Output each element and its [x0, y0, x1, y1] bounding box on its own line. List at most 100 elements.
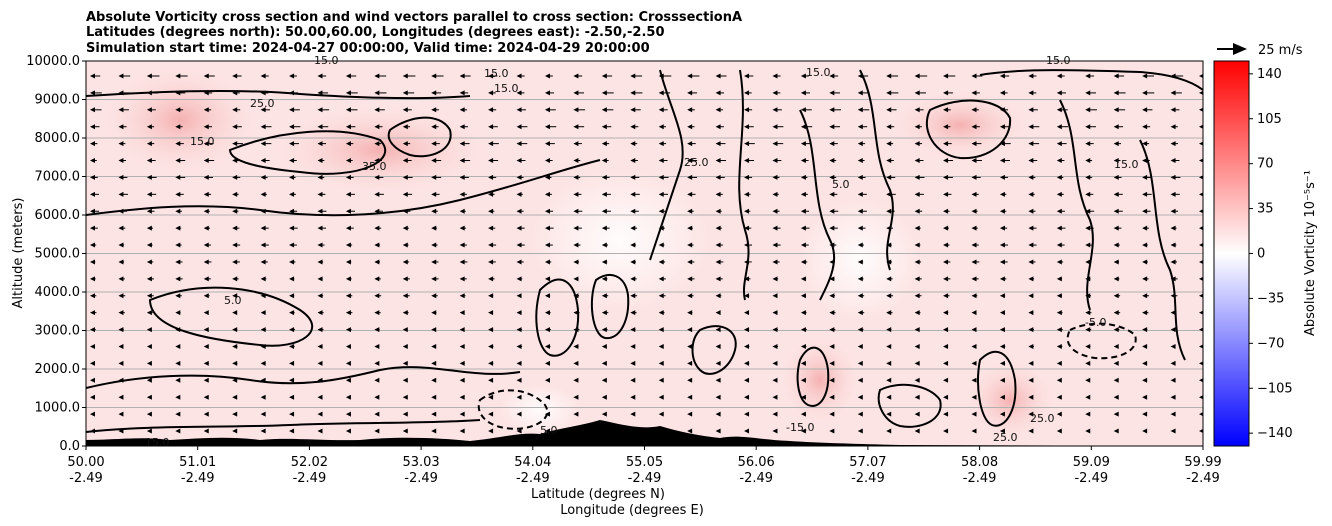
wind-vector-head [488, 411, 494, 417]
wind-vector-head [488, 394, 494, 400]
contour-line [1139, 139, 1186, 361]
wind-vector-head [1085, 411, 1091, 417]
wind-vector-head [289, 276, 295, 282]
contour-line [86, 366, 521, 389]
wind-vector-head [772, 73, 778, 79]
wind-vector-head [317, 411, 323, 417]
wind-vector-head [90, 158, 95, 164]
wind-vector-head [658, 191, 664, 197]
wind-vector-head [971, 208, 977, 214]
wind-vector-head [431, 225, 437, 231]
wind-vector-head [516, 343, 522, 349]
wind-vector-head [999, 343, 1005, 349]
wind-vector-head [914, 343, 920, 349]
wind-vector-head [1085, 107, 1091, 113]
wind-vector-head [1113, 208, 1119, 214]
wind-vector-head [715, 90, 721, 96]
wind-vector-head [232, 174, 238, 180]
wind-vector-head [744, 174, 750, 180]
wind-vector-head [573, 225, 579, 231]
wind-vector-head [687, 174, 693, 180]
wind-vector-head [118, 293, 124, 299]
wind-vector-head [1142, 428, 1148, 434]
wind-vector-head [687, 242, 693, 248]
wind-vector-head [175, 191, 181, 197]
field-blob [270, 105, 490, 195]
wind-vector-head [999, 360, 1005, 366]
wind-vector-head [90, 90, 95, 96]
wind-vector-head [203, 293, 209, 299]
wind-vector-head [857, 394, 863, 400]
wind-vector-head [345, 141, 351, 147]
wind-vector-head [914, 208, 920, 214]
colorbar-tick-label: −140 [1257, 426, 1293, 441]
y-axis: 0.0 1000.0 2000.0 3000.0 4000.0 5000.0 6000.0 7… [26, 54, 86, 454]
wind-vector-head [1056, 242, 1062, 248]
wind-vector-head [744, 107, 750, 113]
wind-vector-head [800, 276, 806, 282]
wind-vector-head [1085, 242, 1091, 248]
wind-vector-head [971, 276, 977, 282]
colorbar-tick-label: 0 [1257, 247, 1265, 262]
wind-vector-head [971, 141, 977, 147]
wind-vector-head [146, 90, 152, 96]
wind-vector-head [317, 141, 323, 147]
wind-vector-head [232, 293, 238, 299]
wind-vector-head [772, 377, 778, 383]
wind-vector-head [772, 208, 778, 214]
wind-vector-head [289, 411, 295, 417]
wind-vector-head [800, 191, 806, 197]
wind-vector-head [1028, 276, 1034, 282]
wind-vector-head [374, 327, 380, 333]
wind-vector-head [317, 394, 323, 400]
y-tick-label: 1000.0 [35, 401, 81, 416]
contour-label: 15.0 [1114, 158, 1139, 171]
wind-vector-head [1056, 310, 1062, 316]
wind-vector-head [260, 107, 266, 113]
wind-vector-head [544, 343, 550, 349]
wind-vector-head [1113, 428, 1119, 434]
wind-vector-head [886, 158, 892, 164]
x-tick-label-lon: -2.49 [628, 471, 662, 486]
wind-vector-head [1056, 90, 1062, 96]
wind-vector-head [459, 225, 465, 231]
wind-vector-head [459, 73, 465, 79]
wind-vector-head [1113, 327, 1119, 333]
wind-vector-head [1142, 208, 1148, 214]
wind-vector-head [829, 208, 835, 214]
wind-vector-head [573, 259, 579, 265]
wind-vector-head [1113, 225, 1119, 231]
wind-vector-head [488, 276, 494, 282]
wind-vector-head [1170, 73, 1176, 79]
wind-vector-head [232, 107, 238, 113]
wind-vector-head [630, 327, 636, 333]
wind-vector-head [744, 411, 750, 417]
wind-vector-head [90, 394, 95, 400]
wind-vector-head [146, 276, 152, 282]
wind-vector-head [317, 310, 323, 316]
wind-vector-head [146, 293, 152, 299]
wind-vector-head [914, 73, 920, 79]
wind-vector-head [516, 276, 522, 282]
wind-vector-head [857, 411, 863, 417]
wind-vector-head [1028, 158, 1034, 164]
contour-line [796, 346, 830, 407]
wind-vector-head [488, 158, 494, 164]
wind-vector-head [90, 310, 95, 316]
wind-vector-head [516, 73, 522, 79]
wind-vector-head [1170, 225, 1176, 231]
wind-vector-head [203, 90, 209, 96]
wind-vector-head [118, 141, 124, 147]
contour-label: 15.0 [484, 67, 509, 80]
wind-vector-head [715, 276, 721, 282]
wind-vector-head [345, 428, 351, 434]
wind-vector-head [431, 276, 437, 282]
wind-vector-head [1199, 226, 1203, 231]
wind-vector-head [1142, 360, 1148, 366]
wind-vector-head [175, 225, 181, 231]
wind-vector-head [886, 141, 892, 147]
wind-vector-head [203, 259, 209, 265]
x-tick-label-lon: -2.49 [1074, 471, 1108, 486]
wind-vector-head [1085, 73, 1091, 79]
colorbar-label: Absolute Vorticity 10⁻⁵s⁻¹ [1303, 170, 1318, 336]
